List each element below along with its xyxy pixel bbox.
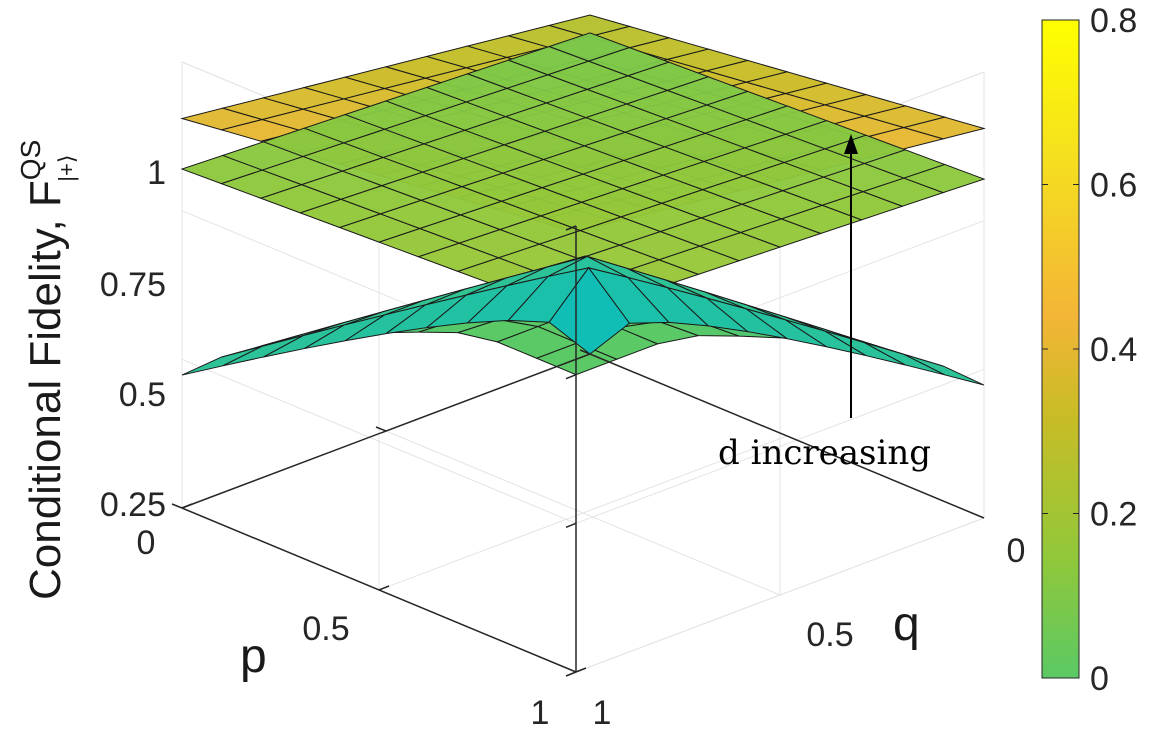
main-surface-patch bbox=[181, 345, 263, 376]
colorbar bbox=[1041, 19, 1080, 679]
p-tick-label: 0.5 bbox=[302, 610, 349, 648]
z-tick-label: 0.25 bbox=[100, 486, 166, 524]
colorbar-tick-label: 0.2 bbox=[1090, 496, 1137, 534]
z-tick-label: 0.75 bbox=[100, 266, 166, 304]
colorbar-tick-label: 0.4 bbox=[1090, 331, 1137, 369]
surfaces-group bbox=[180, 14, 986, 386]
q-tick-label: 0.5 bbox=[806, 616, 853, 654]
main-surface-patch bbox=[903, 353, 985, 386]
annotation-arrowhead bbox=[844, 134, 858, 154]
colorbar-tick-label: 0 bbox=[1090, 660, 1109, 698]
colorbar-ticks: 0 0.2 0.4 0.6 0.8 bbox=[1042, 2, 1137, 698]
z-tick-label: 1 bbox=[147, 154, 166, 192]
main-surface-patch bbox=[864, 342, 945, 376]
annotation-label: d increasing bbox=[718, 433, 931, 473]
p-tick-label: 1 bbox=[531, 694, 550, 732]
upper-surface-patch bbox=[547, 14, 632, 38]
z-tick-label: 0.5 bbox=[119, 376, 166, 414]
p-tick-label: 0 bbox=[137, 524, 156, 562]
q-tick-label: 0 bbox=[1007, 532, 1026, 570]
colorbar-tick-label: 0.8 bbox=[1090, 2, 1137, 40]
q-axis-title: q bbox=[893, 598, 920, 651]
p-axis-title: p bbox=[240, 630, 267, 683]
q-tick-label: 1 bbox=[593, 694, 612, 732]
colorbar-tick-label: 0.6 bbox=[1090, 167, 1137, 205]
axes-group bbox=[171, 225, 985, 677]
upper-surface-patch bbox=[547, 32, 631, 62]
z-axis-title: Conditional Fidelity, FQS |+⟩ bbox=[15, 140, 79, 600]
